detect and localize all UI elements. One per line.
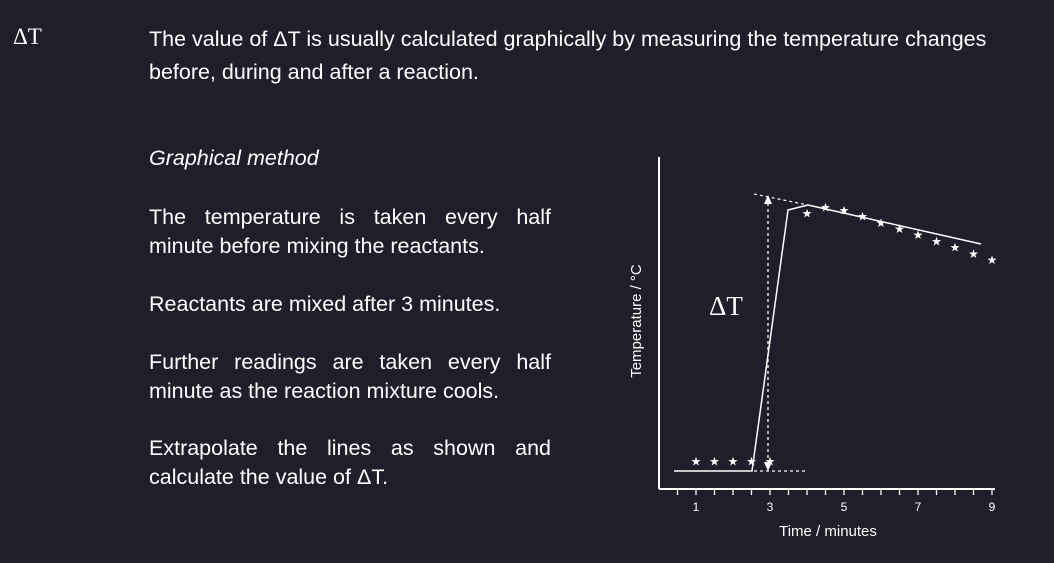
x-tick-label: 9 [989,500,996,514]
method-heading: Graphical method [149,146,319,170]
x-axis-label: Time / minutes [779,523,877,540]
data-point-star: ★ [931,234,942,248]
data-point-star: ★ [839,203,850,217]
data-point-star: ★ [950,241,961,255]
arrow-head-up [764,195,772,204]
data-point-star: ★ [876,216,887,230]
x-tick-label: 5 [841,500,848,514]
delta-t-label: ΔT [709,291,743,321]
x-tick-labels: 1 3 5 7 9 [693,500,996,514]
step-1: The temperature is taken every half minu… [149,205,551,258]
data-point-star: ★ [765,455,776,469]
x-tick-label: 7 [915,500,922,514]
reaction-curve [674,204,809,472]
data-point-star: ★ [913,228,924,242]
x-ticks [676,489,993,495]
x-tick-label: 1 [693,500,700,514]
data-point-star: ★ [820,200,831,214]
data-point-star: ★ [728,455,739,469]
data-point-star: ★ [987,253,998,267]
data-point-star: ★ [691,455,702,469]
step-3: Further readings are taken every half mi… [149,350,551,403]
step-2: Reactants are mixed after 3 minutes. [149,292,501,316]
step-4: Extrapolate the lines as shown and calcu… [149,436,551,489]
arrow-head-down [764,462,772,471]
y-axis-label: Temperature / °C [628,264,645,378]
data-point-star: ★ [894,222,905,236]
side-title: ΔT [13,24,42,49]
x-tick-label: 3 [767,500,774,514]
cooling-trend-line [807,204,982,245]
data-points: ★ ★ ★ ★ ★ ★ ★ ★ ★ ★ ★ ★ ★ ★ ★ ★ [691,200,998,468]
cooling-extrapolation [753,193,809,206]
data-point-star: ★ [709,455,720,469]
data-point-star: ★ [802,207,813,221]
data-point-star: ★ [746,455,757,469]
intro-text: The value of ΔT is usually calculated gr… [149,27,987,84]
data-point-star: ★ [857,210,868,224]
data-point-star: ★ [968,247,979,261]
